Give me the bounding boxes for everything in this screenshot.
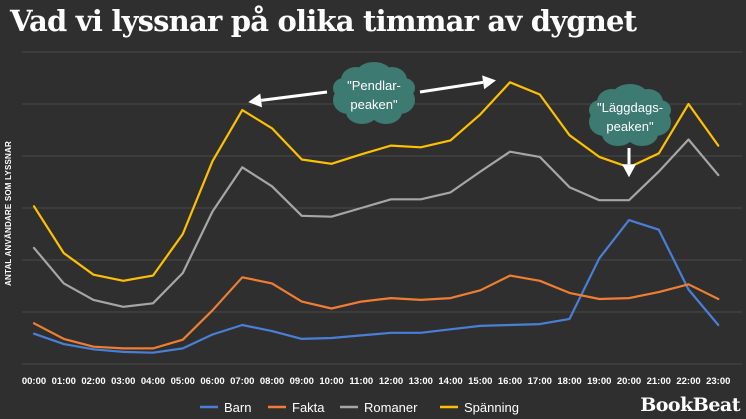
annotation-label-laggdags: peaken" <box>606 119 654 134</box>
legend-label-fakta: Fakta <box>292 400 325 415</box>
cloud-puff <box>333 78 355 98</box>
x-tick-label: 19:00 <box>587 376 611 387</box>
annotation-label-pendlar: peaken" <box>350 97 398 112</box>
x-tick-label: 14:00 <box>438 376 462 387</box>
x-tick-label: 08:00 <box>260 376 284 387</box>
x-tick-label: 01:00 <box>52 376 76 387</box>
series-line-spänning <box>32 81 720 282</box>
x-tick-label: 04:00 <box>141 376 165 387</box>
x-tick-label: 15:00 <box>468 376 492 387</box>
cloud-puff <box>649 100 671 120</box>
annotation-arrow-morning <box>248 90 328 108</box>
arrow-shaft <box>419 80 484 94</box>
arrow-head <box>482 75 496 90</box>
arrow-head <box>622 164 636 178</box>
legend: Barn Fakta Romaner Spänning <box>200 400 519 415</box>
x-tick-label: 07:00 <box>230 376 254 387</box>
x-tick-label: 20:00 <box>617 376 641 387</box>
annotation-cloud-laggdags <box>589 84 671 146</box>
arrow-shaft <box>260 90 328 102</box>
x-tick-label: 09:00 <box>290 376 314 387</box>
x-tick-label: 03:00 <box>111 376 135 387</box>
annotations: "Pendlar-peaken" "Läggdags-peaken" <box>248 62 671 178</box>
legend-label-spänning: Spänning <box>464 400 519 415</box>
series-line-barn <box>32 219 720 354</box>
arrow-head <box>248 93 263 108</box>
x-tick-labels: 00:00 01:00 02:00 03:00 04:00 05:00 06:00 07:00… <box>22 376 731 387</box>
x-tick-label: 16:00 <box>498 376 522 387</box>
cloud-puff <box>589 100 611 120</box>
annotation-arrow-afternoon <box>419 75 496 94</box>
legend-label-barn: Barn <box>224 400 251 415</box>
annotation-label-laggdags: "Läggdags- <box>597 100 663 115</box>
cloud-puff <box>393 78 415 98</box>
x-tick-label: 21:00 <box>647 376 671 387</box>
cloud-puff <box>612 84 648 108</box>
annotation-arrow-bedtime <box>622 148 636 178</box>
cloud-puff <box>626 122 658 146</box>
x-tick-label: 13:00 <box>409 376 433 387</box>
x-tick-label: 00:00 <box>22 376 46 387</box>
brand-logo: BookBeat <box>640 394 740 416</box>
x-tick-label: 22:00 <box>676 376 700 387</box>
cloud-puff <box>356 62 392 86</box>
x-tick-label: 23:00 <box>706 376 730 387</box>
x-tick-label: 10:00 <box>319 376 343 387</box>
x-tick-label: 17:00 <box>528 376 552 387</box>
chart-title: Vad vi lyssnar på olika timmar av dygnet <box>10 4 637 38</box>
cloud-puff <box>602 122 634 146</box>
series-line-romaner <box>32 138 720 308</box>
series-line-fakta <box>32 274 720 350</box>
cloud-puff <box>346 100 378 124</box>
x-tick-label: 06:00 <box>200 376 224 387</box>
x-tick-label: 05:00 <box>171 376 195 387</box>
legend-label-romaner: Romaner <box>364 400 418 415</box>
x-tick-label: 18:00 <box>557 376 581 387</box>
annotation-cloud-pendlar <box>333 62 415 124</box>
cloud-puff <box>370 100 402 124</box>
x-tick-label: 02:00 <box>81 376 105 387</box>
series-lines <box>32 81 720 354</box>
annotation-label-pendlar: "Pendlar- <box>347 78 401 93</box>
x-tick-label: 12:00 <box>379 376 403 387</box>
x-tick-label: 11:00 <box>349 376 373 387</box>
